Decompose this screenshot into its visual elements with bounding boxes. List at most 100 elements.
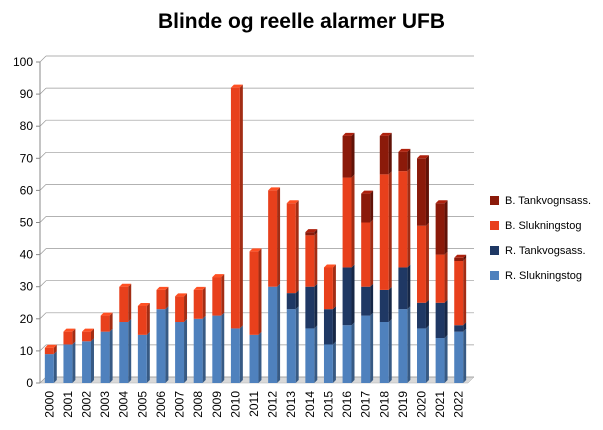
y-tick-label: 100 xyxy=(13,55,33,69)
bar-segment-side xyxy=(370,283,374,316)
bar-segment xyxy=(212,277,222,316)
bar-stack xyxy=(305,229,318,383)
bar-stack xyxy=(286,200,299,383)
bar-segment xyxy=(63,331,73,345)
bar-stack xyxy=(379,132,392,383)
bar-segment-side xyxy=(388,171,392,290)
bar-segment-side xyxy=(295,200,299,294)
bar-stack xyxy=(398,148,411,383)
x-tick-label: 2018 xyxy=(377,391,391,418)
x-tick-label: 2009 xyxy=(210,391,224,418)
x-tick-label: 2019 xyxy=(396,391,410,418)
bar-segment-side xyxy=(295,290,299,310)
bar-stack xyxy=(435,200,448,383)
x-tick-label: 2003 xyxy=(98,391,112,418)
bar-top xyxy=(212,274,225,278)
gridline-depth xyxy=(39,312,47,320)
bar-segment xyxy=(398,151,408,172)
gridline-depth xyxy=(39,184,47,191)
bar-top xyxy=(119,283,132,287)
bar-top xyxy=(100,312,113,316)
bar-segment-side xyxy=(314,229,318,236)
x-tick-label: 2010 xyxy=(228,391,242,418)
bar-segment-side xyxy=(407,306,411,383)
bar-segment-side xyxy=(109,312,113,332)
y-tick-label: 30 xyxy=(20,280,34,294)
gridline-depth xyxy=(39,280,47,287)
bar-segment-side xyxy=(221,274,225,316)
bar-segment-side xyxy=(184,293,188,323)
bar-segment-side xyxy=(332,341,336,383)
bar-stack xyxy=(454,254,467,383)
bar-segment-side xyxy=(128,319,132,383)
x-tick-label: 2001 xyxy=(61,391,75,418)
bar-stack xyxy=(44,344,57,383)
x-tick-label: 2011 xyxy=(247,391,261,417)
bar-segment xyxy=(156,309,166,383)
bar-segment xyxy=(305,232,315,236)
bar-stack xyxy=(212,274,225,383)
bar-segment xyxy=(44,354,54,383)
bar-segment xyxy=(175,296,185,323)
bar-segment xyxy=(323,267,333,310)
bar-top xyxy=(63,328,76,332)
bar-segment-side xyxy=(388,319,392,383)
bar-segment xyxy=(435,203,445,255)
bar-segment xyxy=(361,286,371,316)
legend-label: R. Slukningstog xyxy=(505,269,583,282)
x-tick-label: 2008 xyxy=(191,391,205,418)
bar-stack xyxy=(137,302,150,383)
bar-segment-side xyxy=(444,251,448,303)
bar-top xyxy=(398,148,411,152)
x-tick-label: 2014 xyxy=(303,391,317,418)
bar-segment-side xyxy=(165,306,169,383)
bar-segment xyxy=(361,222,371,287)
bar-segment xyxy=(82,331,91,342)
bar-segment-side xyxy=(370,312,374,383)
bar-segment xyxy=(435,338,445,383)
bar-segment xyxy=(454,257,464,262)
bar-stack xyxy=(268,187,281,383)
bar-segment-side xyxy=(351,174,355,268)
bar-segment-side xyxy=(425,299,429,329)
bar-segment-side xyxy=(388,132,392,175)
bar-stack xyxy=(249,248,262,383)
bar-segment-side xyxy=(388,286,392,323)
bar-segment-side xyxy=(277,187,281,287)
legend-swatch xyxy=(490,196,499,205)
bar-top xyxy=(193,286,206,290)
bar-segment xyxy=(417,302,426,329)
bar-segment-side xyxy=(277,283,281,383)
bar-segment-side xyxy=(463,322,467,332)
bar-segment-side xyxy=(351,264,355,326)
bar-segment xyxy=(286,309,296,383)
bar-stack xyxy=(361,190,374,383)
bar-segment-side xyxy=(165,286,169,310)
bar-segment-side xyxy=(221,312,225,383)
bar-segment xyxy=(379,135,389,175)
bar-segment xyxy=(435,302,445,339)
x-tick-label: 2006 xyxy=(154,391,168,418)
bar-segment xyxy=(305,286,315,329)
bar-segment-side xyxy=(72,328,76,345)
bar-top xyxy=(379,132,392,136)
bar-segment xyxy=(342,177,352,268)
bar-segment xyxy=(286,293,296,310)
y-tick-label: 10 xyxy=(20,344,34,358)
y-tick-label: 90 xyxy=(20,87,34,101)
legend-label: R. Tankvogsass. xyxy=(505,244,586,257)
bar-segment xyxy=(230,87,240,329)
x-tick-label: 2021 xyxy=(433,391,447,418)
bar-segment-side xyxy=(146,331,150,383)
bar-segment xyxy=(323,309,333,345)
bar-segment-side xyxy=(184,319,188,383)
bar-segment-side xyxy=(258,248,262,335)
bar-stack xyxy=(417,155,429,383)
legend-swatch xyxy=(490,221,499,230)
bar-segment xyxy=(323,344,333,383)
bar-segment xyxy=(82,341,91,383)
bar-segment-side xyxy=(444,299,448,339)
legend-label: B. Slukningstog xyxy=(505,219,582,232)
bar-segment-side xyxy=(202,315,206,383)
bar-segment xyxy=(63,344,73,383)
